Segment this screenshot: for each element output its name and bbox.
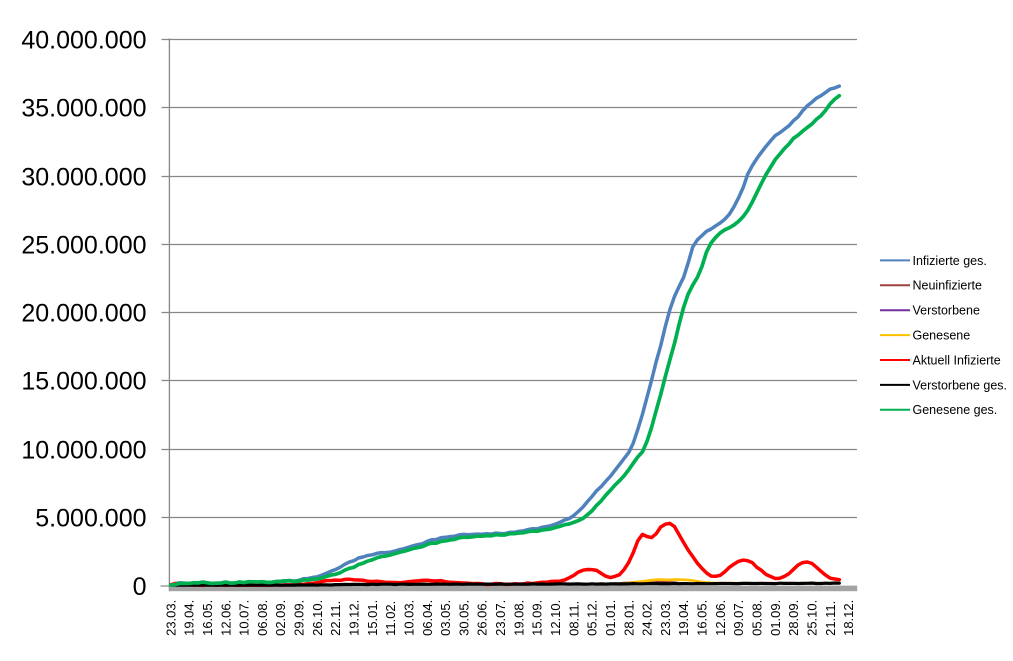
svg-text:23.03.: 23.03. [658, 600, 673, 636]
svg-text:16.05.: 16.05. [200, 600, 215, 636]
svg-text:20.000.000: 20.000.000 [21, 300, 146, 328]
svg-text:26.10.: 26.10. [310, 600, 325, 636]
svg-text:06.08.: 06.08. [255, 600, 270, 636]
svg-text:11.02.: 11.02. [383, 601, 398, 636]
svg-text:Genesene ges.: Genesene ges. [913, 403, 998, 417]
svg-text:25.000.000: 25.000.000 [21, 232, 146, 260]
svg-text:23.03.: 23.03. [163, 600, 178, 636]
svg-text:16.05.: 16.05. [695, 600, 710, 636]
svg-text:19.04.: 19.04. [676, 600, 691, 636]
svg-text:12.06.: 12.06. [218, 600, 233, 636]
svg-text:23.07.: 23.07. [493, 600, 508, 636]
svg-text:12.10.: 12.10. [548, 600, 563, 636]
svg-text:22.11.: 22.11. [328, 601, 343, 636]
svg-text:Verstorbene ges.: Verstorbene ges. [913, 378, 1008, 392]
svg-text:01.09.: 01.09. [768, 600, 783, 636]
svg-text:Infizierte ges.: Infizierte ges. [913, 254, 987, 268]
svg-text:02.09.: 02.09. [273, 600, 288, 636]
svg-text:28.09.: 28.09. [786, 600, 801, 636]
svg-text:35.000.000: 35.000.000 [21, 95, 146, 123]
svg-text:Genesene: Genesene [913, 329, 971, 343]
svg-text:08.11.: 08.11. [566, 601, 581, 636]
svg-text:30.000.000: 30.000.000 [21, 164, 146, 192]
svg-text:28.01.: 28.01. [621, 600, 636, 636]
svg-text:19.12.: 19.12. [347, 600, 362, 636]
svg-text:26.06.: 26.06. [475, 600, 490, 636]
svg-text:01.01.: 01.01. [603, 600, 618, 636]
svg-text:0: 0 [133, 573, 147, 601]
svg-text:30.05.: 30.05. [456, 600, 471, 636]
svg-text:Aktuell Infizierte: Aktuell Infizierte [913, 353, 1001, 367]
svg-text:Neuinfizierte: Neuinfizierte [913, 279, 983, 293]
svg-text:09.07.: 09.07. [731, 600, 746, 636]
svg-text:5.000.000: 5.000.000 [35, 505, 146, 533]
svg-text:10.03.: 10.03. [401, 600, 416, 636]
svg-text:18.12.: 18.12. [841, 600, 856, 636]
svg-text:15.09.: 15.09. [530, 600, 545, 636]
svg-text:10.07.: 10.07. [237, 600, 252, 636]
svg-text:10.000.000: 10.000.000 [21, 437, 146, 465]
svg-text:24.02.: 24.02. [640, 600, 655, 636]
svg-text:Verstorbene: Verstorbene [913, 304, 980, 318]
svg-text:03.05.: 03.05. [438, 600, 453, 636]
svg-text:05.08.: 05.08. [750, 600, 765, 636]
svg-text:21.11.: 21.11. [823, 601, 838, 636]
svg-text:15.000.000: 15.000.000 [21, 368, 146, 396]
svg-text:06.04.: 06.04. [420, 600, 435, 636]
svg-text:05.12.: 05.12. [585, 600, 600, 636]
svg-text:15.01.: 15.01. [365, 600, 380, 636]
svg-text:40.000.000: 40.000.000 [21, 27, 146, 55]
svg-text:19.04.: 19.04. [182, 600, 197, 636]
svg-text:29.09.: 29.09. [292, 600, 307, 636]
svg-text:25.10.: 25.10. [805, 600, 820, 636]
svg-text:12.06.: 12.06. [713, 600, 728, 636]
svg-text:19.08.: 19.08. [511, 600, 526, 636]
